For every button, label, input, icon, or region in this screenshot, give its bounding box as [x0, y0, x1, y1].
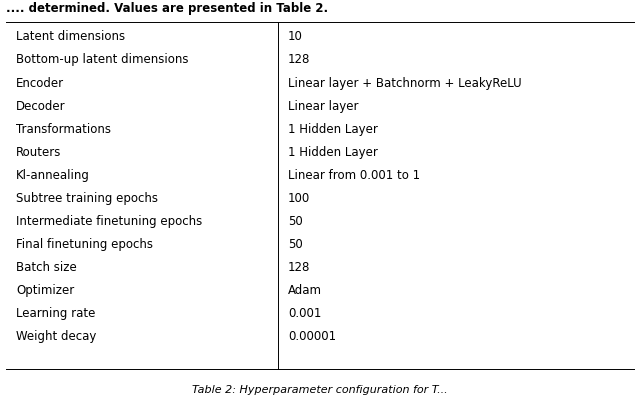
Text: Kl-annealing: Kl-annealing — [16, 169, 90, 182]
Text: 100: 100 — [288, 192, 310, 205]
Text: Decoder: Decoder — [16, 100, 66, 113]
Text: Transformations: Transformations — [16, 123, 111, 136]
Text: Routers: Routers — [16, 146, 61, 159]
Text: Final finetuning epochs: Final finetuning epochs — [16, 238, 153, 251]
Text: 1 Hidden Layer: 1 Hidden Layer — [288, 123, 378, 136]
Text: Table 2: Hyperparameter configuration for T...: Table 2: Hyperparameter configuration fo… — [192, 385, 448, 395]
Text: Latent dimensions: Latent dimensions — [16, 30, 125, 43]
Text: Intermediate finetuning epochs: Intermediate finetuning epochs — [16, 215, 202, 228]
Text: 128: 128 — [288, 261, 310, 274]
Text: 1 Hidden Layer: 1 Hidden Layer — [288, 146, 378, 159]
Text: Linear from 0.001 to 1: Linear from 0.001 to 1 — [288, 169, 420, 182]
Text: Encoder: Encoder — [16, 77, 64, 90]
Text: .... determined. Values are presented in Table 2.: .... determined. Values are presented in… — [6, 2, 328, 15]
Text: Linear layer: Linear layer — [288, 100, 358, 113]
Text: 50: 50 — [288, 215, 303, 228]
Text: Bottom-up latent dimensions: Bottom-up latent dimensions — [16, 53, 189, 66]
Text: 0.001: 0.001 — [288, 307, 321, 320]
Text: Learning rate: Learning rate — [16, 307, 95, 320]
Text: 10: 10 — [288, 30, 303, 43]
Text: Subtree training epochs: Subtree training epochs — [16, 192, 158, 205]
Text: Weight decay: Weight decay — [16, 330, 97, 343]
Text: Batch size: Batch size — [16, 261, 77, 274]
Text: Optimizer: Optimizer — [16, 284, 74, 297]
Text: 128: 128 — [288, 53, 310, 66]
Text: Linear layer + Batchnorm + LeakyReLU: Linear layer + Batchnorm + LeakyReLU — [288, 77, 522, 90]
Text: 50: 50 — [288, 238, 303, 251]
Text: Adam: Adam — [288, 284, 322, 297]
Text: 0.00001: 0.00001 — [288, 330, 336, 343]
